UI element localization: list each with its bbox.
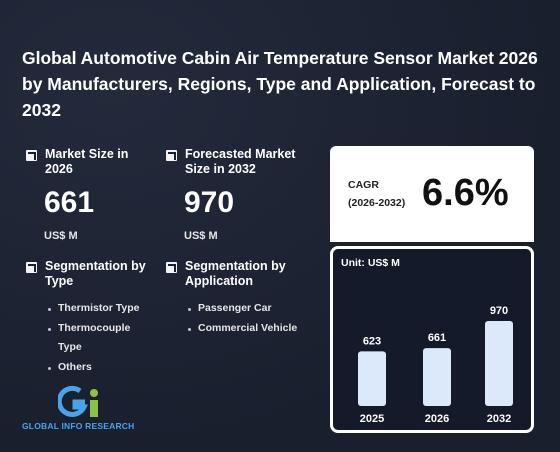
chart-unit-label: Unit: US$ M <box>341 257 400 269</box>
list-item: Thermistor Type <box>48 299 146 319</box>
cagr-label-line2: (2026-2032) <box>348 197 406 209</box>
segmentation-application-block: Segmentation by Application Passenger Ca… <box>166 259 316 338</box>
market-size-unit: US$ M <box>44 230 78 242</box>
cagr-label: CAGR (2026-2032) <box>348 176 405 212</box>
bar-value-label: 661 <box>428 332 446 344</box>
bar-value-label: 623 <box>363 335 381 347</box>
segmentation-application-list: Passenger Car Commercial Vehicle <box>188 299 316 338</box>
forecast-size-block: Forecasted Market Size in 2032 970 US$ M <box>166 147 316 242</box>
trend-arrow-icon <box>166 150 177 161</box>
trend-arrow-icon <box>26 150 37 161</box>
cagr-label-line1: CAGR <box>348 179 379 191</box>
bar-2025 <box>358 351 386 406</box>
logo-mark-icon <box>58 385 98 417</box>
bar-2032 <box>485 321 513 406</box>
logo-text: GLOBAL INFO RESEARCH <box>22 421 135 431</box>
market-size-label: Market Size in 2026 <box>45 147 129 176</box>
forecast-size-label: Forecasted Market Size in 2032 <box>185 147 296 176</box>
list-item: Commercial Vehicle <box>188 319 316 339</box>
market-size-value: 661 <box>44 186 95 219</box>
segmentation-type-list: Thermistor Type Thermocouple Type Others <box>48 299 146 377</box>
bar-2026 <box>423 348 451 406</box>
market-size-block: Market Size in 2026 661 US$ M <box>26 147 146 242</box>
forecast-size-value: 970 <box>184 186 235 219</box>
cagr-value: 6.6% <box>422 172 509 214</box>
segmentation-type-label: Segmentation by Type <box>45 259 146 288</box>
cagr-card: CAGR (2026-2032) 6.6% <box>330 146 534 242</box>
list-item: Passenger Car <box>188 299 316 319</box>
forecast-size-unit: US$ M <box>184 230 218 242</box>
bar-chart: 623 2025 661 2026 970 2032 <box>358 305 513 425</box>
list-item: Thermocouple Type <box>48 319 130 358</box>
list-item: Others <box>48 358 146 378</box>
company-logo: GLOBAL INFO RESEARCH <box>22 385 162 433</box>
category-tick-label: 2032 <box>487 413 511 425</box>
category-tick-label: 2025 <box>360 413 384 425</box>
trend-arrow-icon <box>26 262 37 273</box>
segmentation-type-block: Segmentation by Type Thermistor Type The… <box>26 259 146 377</box>
page-title: Global Automotive Cabin Air Temperature … <box>22 48 538 120</box>
bar-chart-card: Unit: US$ M 623 2025 661 2026 970 2032 <box>330 246 534 433</box>
bar-value-label: 970 <box>490 305 508 317</box>
category-tick-label: 2026 <box>425 413 449 425</box>
trend-arrow-icon <box>166 262 177 273</box>
segmentation-application-label: Segmentation by Application <box>185 259 286 288</box>
